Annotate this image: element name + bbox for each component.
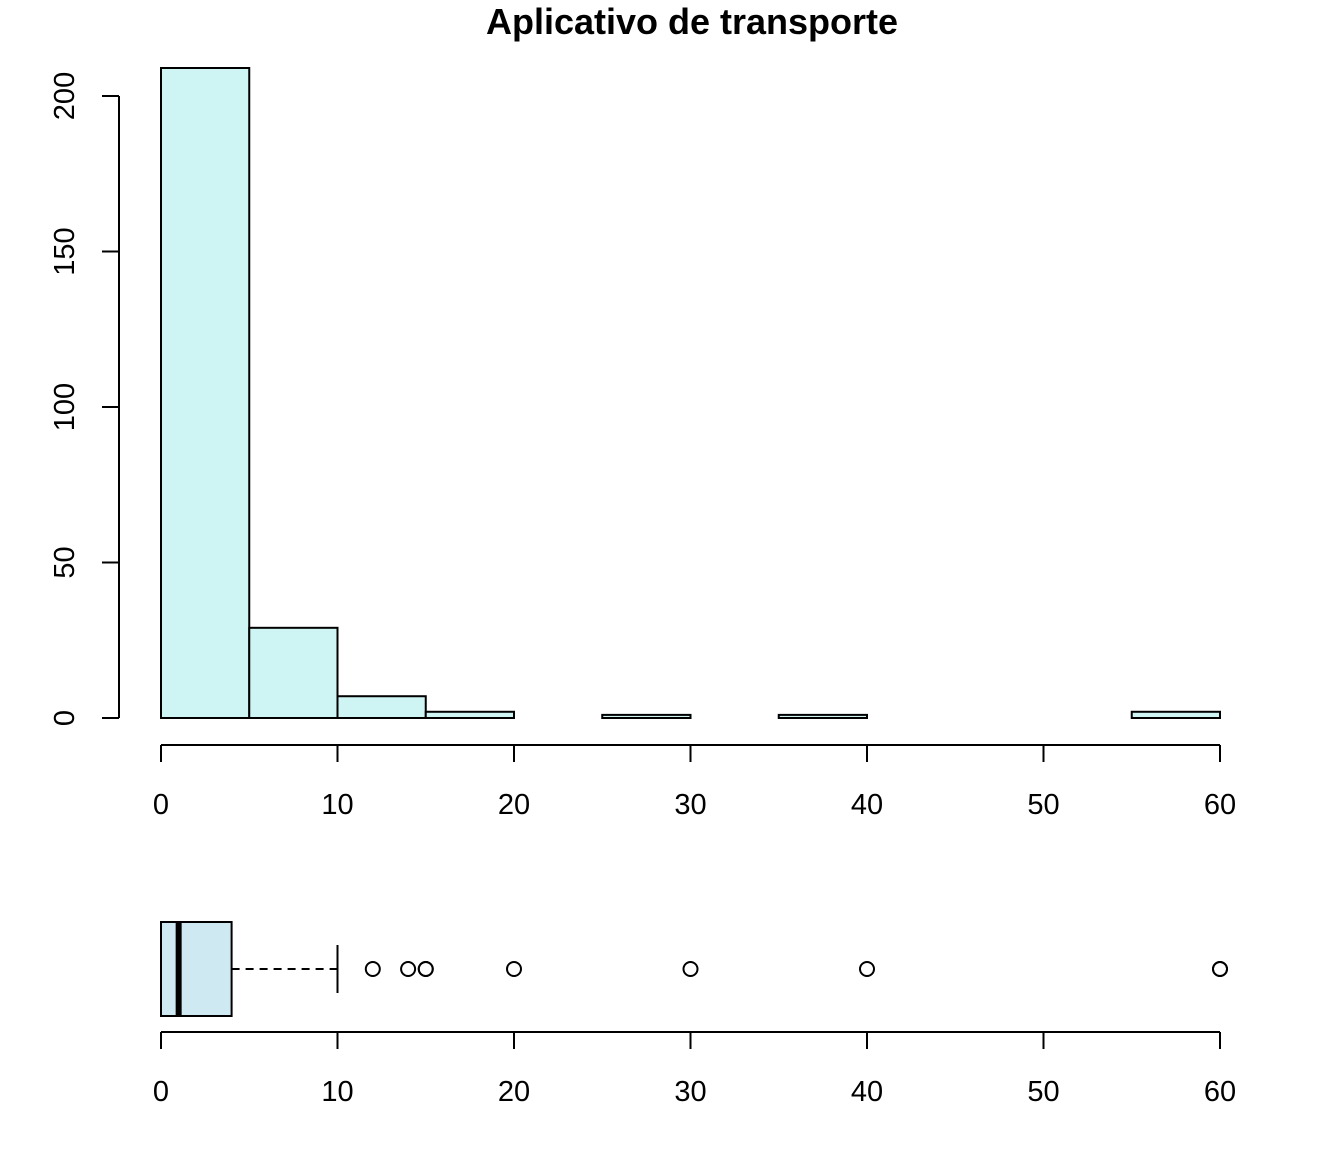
- x-tick-label: 30: [674, 1076, 706, 1108]
- histogram-bar: [424, 710, 515, 720]
- histogram-bar: [601, 713, 692, 720]
- boxplot-outlier: [400, 961, 417, 977]
- boxplot-outlier: [506, 961, 522, 977]
- x-tick-label: 40: [851, 789, 883, 821]
- x-tick-label: 0: [153, 789, 169, 821]
- y-tick-label: 150: [49, 227, 81, 275]
- boxplot-x-axis: 0 10 20 30 40 50 60: [153, 1031, 1236, 1108]
- histogram-bars: [160, 67, 1221, 720]
- x-tick-label: 20: [498, 789, 530, 821]
- histogram-bar: [248, 626, 339, 719]
- y-tick-label: 100: [49, 383, 81, 431]
- x-tick-label: 10: [321, 789, 353, 821]
- x-tick-label: 30: [674, 789, 706, 821]
- histogram-bar: [160, 67, 251, 719]
- boxplot-outlier: [1212, 961, 1228, 977]
- x-tick-label: 50: [1027, 1076, 1059, 1108]
- y-tick-label: 50: [49, 546, 81, 578]
- boxplot-outlier: [364, 961, 381, 977]
- histogram-x-axis: 0 10 20 30 40 50 60: [153, 744, 1236, 821]
- y-tick-label: 200: [49, 72, 81, 120]
- y-tick-label: 0: [49, 710, 81, 726]
- boxplot-outlier: [859, 961, 875, 977]
- x-tick-label: 0: [153, 1076, 169, 1108]
- histogram-bar: [1130, 710, 1221, 720]
- x-tick-label: 50: [1027, 789, 1059, 821]
- boxplot: [160, 921, 1228, 1017]
- histogram-y-axis: 0 50 100 150 200: [49, 72, 120, 726]
- x-tick-label: 10: [321, 1076, 353, 1108]
- histogram-bar: [336, 695, 427, 720]
- boxplot-outlier: [682, 961, 699, 977]
- x-tick-label: 20: [498, 1076, 530, 1108]
- x-tick-label: 40: [851, 1076, 883, 1108]
- histogram-bar: [777, 713, 868, 720]
- boxplot-box: [160, 921, 233, 1017]
- x-tick-label: 60: [1204, 789, 1236, 821]
- boxplot-outlier: [417, 961, 434, 977]
- x-tick-label: 60: [1204, 1076, 1236, 1108]
- chart-title: Aplicativo de transporte: [486, 1, 898, 42]
